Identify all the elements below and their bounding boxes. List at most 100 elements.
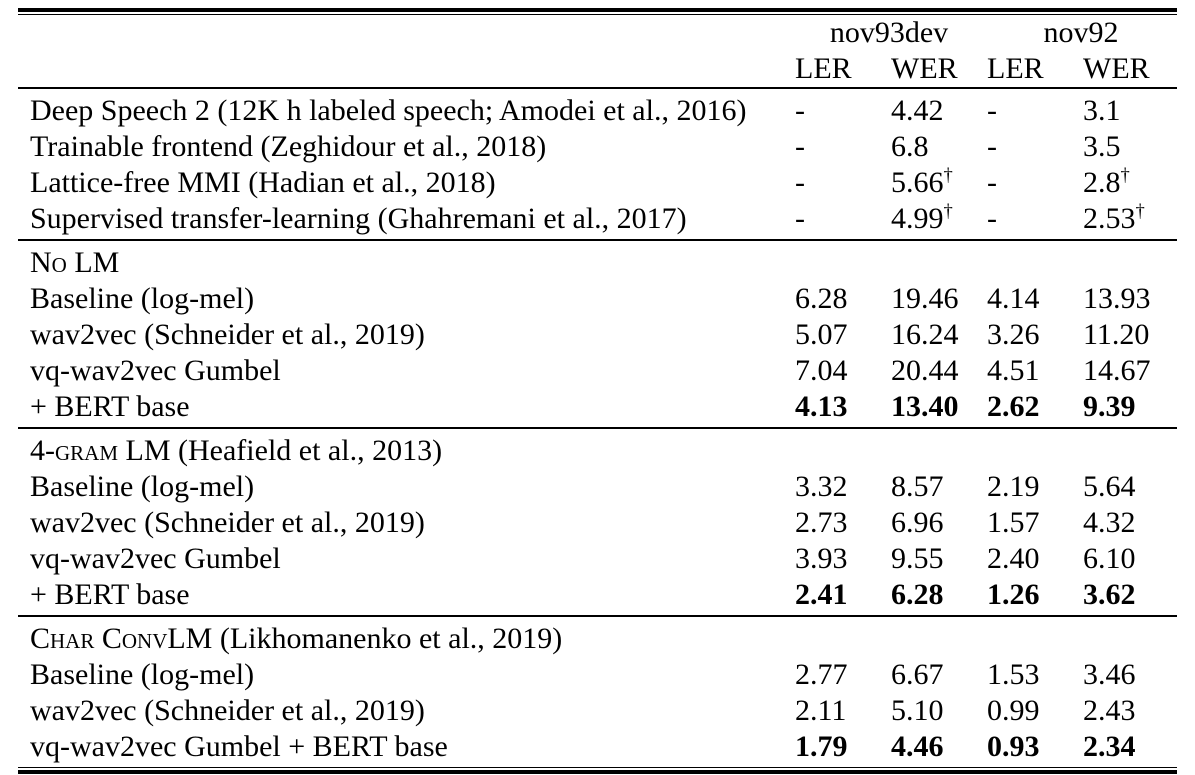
cell-nov92-wer: 4.32 <box>1083 506 1136 539</box>
cell-nov92-wer: 2.8† <box>1083 165 1130 199</box>
table-row: wav2vec (Schneider et al., 2019) 2.11 5.… <box>18 693 1177 729</box>
cell-nov93dev-wer: 9.55 <box>891 542 944 575</box>
cell-nov93dev-wer: 5.10 <box>891 694 944 727</box>
dagger-footnote-marker: † <box>1120 165 1130 186</box>
section-no-lm: No LM Baseline (log-mel) 6.28 19.46 4.14… <box>18 240 1178 428</box>
column-group-nov93dev: nov93dev <box>829 16 949 49</box>
table-row: Baseline (log-mel) 3.32 8.57 2.19 5.64 <box>18 469 1177 505</box>
row-label: + BERT base <box>30 390 190 423</box>
cell-nov92-ler: 2.62 <box>987 390 1040 423</box>
cell-nov92-ler: - <box>987 166 998 199</box>
cell-nov92-ler: 3.26 <box>987 318 1040 351</box>
section-title-cell: 4-gram LM (Heafield et al., 2013) <box>18 428 1177 469</box>
cell-nov93dev-wer: 20.44 <box>891 354 959 387</box>
cell-nov92-ler: 1.57 <box>987 506 1040 539</box>
row-label: wav2vec (Schneider et al., 2019) <box>30 694 425 727</box>
table-row-best: + BERT base 4.13 13.40 2.62 9.39 <box>18 389 1177 428</box>
cell-nov93dev-wer: 6.28 <box>891 578 944 611</box>
table-row: Lattice-free MMI (Hadian et al., 2018) -… <box>18 165 1177 201</box>
table-row: Supervised transfer-learning (Ghahremani… <box>18 201 1177 240</box>
cell-nov92-wer: 9.39 <box>1083 390 1136 423</box>
table-row: vq-wav2vec Gumbel 7.04 20.44 4.51 14.67 <box>18 353 1177 389</box>
col-header-nov93dev-ler: LER <box>795 52 852 85</box>
row-label: wav2vec (Schneider et al., 2019) <box>30 506 425 539</box>
table-top-rule <box>18 8 1177 15</box>
col-header-nov92-wer: WER <box>1083 52 1150 85</box>
empty-corner-cell <box>18 51 793 88</box>
cell-nov92-ler: 2.19 <box>987 470 1040 503</box>
cell-nov92-ler: 0.99 <box>987 694 1040 727</box>
cell-nov93dev-ler: 7.04 <box>795 354 848 387</box>
cell-nov92-wer: 2.53† <box>1083 201 1145 235</box>
table-row: wav2vec (Schneider et al., 2019) 2.73 6.… <box>18 505 1177 541</box>
row-label: wav2vec (Schneider et al., 2019) <box>30 318 425 351</box>
cell-nov92-ler: - <box>987 94 998 127</box>
section-prior-work: Deep Speech 2 (12K h labeled speech; Amo… <box>18 88 1178 240</box>
cell-nov93dev-wer: 4.42 <box>891 94 944 127</box>
cell-nov93dev-ler: 2.73 <box>795 506 848 539</box>
col-header-nov92-ler: LER <box>987 52 1044 85</box>
cell-nov92-ler: 4.51 <box>987 354 1040 387</box>
section-char-convlm: Char ConvLM (Likhomanenko et al., 2019) … <box>18 616 1178 767</box>
row-label: Baseline (log-mel) <box>30 470 255 503</box>
section-title-citation: (Heafield et al., 2013) <box>170 434 443 467</box>
section-title-citation: (Likhomanenko et al., 2019) <box>212 622 563 655</box>
cell-nov93dev-wer: 4.99† <box>891 201 953 235</box>
cell-nov92-ler: - <box>987 130 998 163</box>
section-title-cell: No LM <box>18 240 1177 281</box>
cell-nov92-wer: 3.62 <box>1083 578 1136 611</box>
cell-nov92-wer: 5.64 <box>1083 470 1136 503</box>
row-label: Deep Speech 2 (12K h labeled speech; Amo… <box>30 94 747 127</box>
column-group-row: nov93dev nov92 <box>18 15 1177 51</box>
cell-nov93dev-ler: - <box>795 202 805 235</box>
row-label: Baseline (log-mel) <box>30 658 255 691</box>
column-group-nov92: nov92 <box>1043 16 1119 49</box>
row-label: vq-wav2vec Gumbel <box>30 354 281 387</box>
dagger-footnote-marker: † <box>943 165 953 186</box>
cell-nov93dev-wer: 6.67 <box>891 658 944 691</box>
table-row: Deep Speech 2 (12K h labeled speech; Amo… <box>18 88 1177 129</box>
section-title: Char ConvLM <box>30 622 213 655</box>
row-label: vq-wav2vec Gumbel <box>30 542 281 575</box>
results-table: nov93dev nov92 LER WER LER WER Deep Spee… <box>18 15 1178 767</box>
section-4gram-lm: 4-gram LM (Heafield et al., 2013) Baseli… <box>18 428 1178 616</box>
cell-nov92-wer: 2.34 <box>1083 730 1136 763</box>
cell-nov92-wer: 13.93 <box>1083 282 1151 315</box>
table-row: Trainable frontend (Zeghidour et al., 20… <box>18 129 1177 165</box>
table-row-best: + BERT base 2.41 6.28 1.26 3.62 <box>18 577 1177 616</box>
dagger-footnote-marker: † <box>1135 201 1145 222</box>
cell-nov92-ler: 4.14 <box>987 282 1040 315</box>
cell-nov92-wer: 3.1 <box>1083 94 1121 127</box>
cell-nov93dev-wer: 5.66† <box>891 165 953 199</box>
row-label: vq-wav2vec Gumbel + BERT base <box>30 730 448 763</box>
table-row: wav2vec (Schneider et al., 2019) 5.07 16… <box>18 317 1177 353</box>
cell-nov93dev-ler: 2.41 <box>795 578 848 611</box>
cell-nov92-wer: 3.46 <box>1083 658 1136 691</box>
cell-nov92-ler: 1.53 <box>987 658 1040 691</box>
row-label: Lattice-free MMI (Hadian et al., 2018) <box>30 166 496 199</box>
cell-nov93dev-ler: 2.77 <box>795 658 848 691</box>
cell-nov93dev-ler: 3.32 <box>795 470 848 503</box>
cell-nov93dev-ler: 4.13 <box>795 390 848 423</box>
row-label: + BERT base <box>30 578 190 611</box>
cell-nov92-ler: 0.93 <box>987 730 1040 763</box>
table-row: Baseline (log-mel) 2.77 6.67 1.53 3.46 <box>18 657 1177 693</box>
cell-nov93dev-wer: 8.57 <box>891 470 944 503</box>
metric-header-row: LER WER LER WER <box>18 51 1177 88</box>
row-label: Trainable frontend (Zeghidour et al., 20… <box>30 130 547 163</box>
table-row: vq-wav2vec Gumbel 3.93 9.55 2.40 6.10 <box>18 541 1177 577</box>
dagger-footnote-marker: † <box>943 201 953 222</box>
section-header-row: Char ConvLM (Likhomanenko et al., 2019) <box>18 616 1177 657</box>
cell-nov93dev-wer: 16.24 <box>891 318 959 351</box>
cell-nov93dev-wer: 4.46 <box>891 730 944 763</box>
table-bottom-rule <box>18 767 1177 774</box>
table-header: nov93dev nov92 LER WER LER WER <box>18 15 1178 88</box>
cell-nov92-ler: 2.40 <box>987 542 1040 575</box>
section-title: No LM <box>30 246 120 279</box>
cell-nov92-ler: - <box>987 202 998 235</box>
section-header-row: No LM <box>18 240 1177 281</box>
section-title: 4-gram LM <box>30 434 171 467</box>
cell-nov92-wer: 6.10 <box>1083 542 1136 575</box>
row-label: Supervised transfer-learning (Ghahremani… <box>30 202 687 235</box>
